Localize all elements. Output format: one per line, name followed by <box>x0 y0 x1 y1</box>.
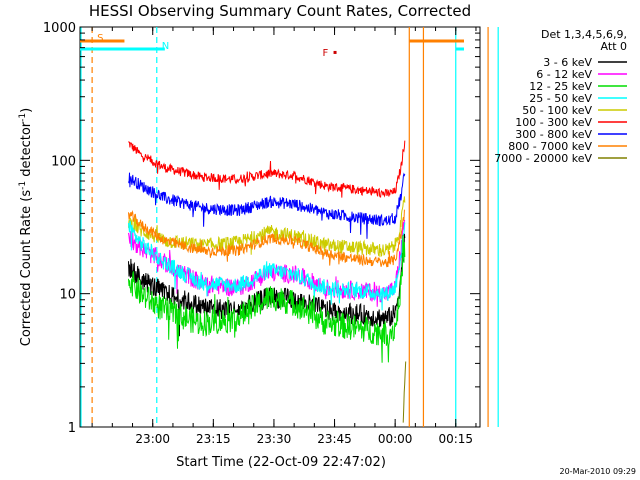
series-line-100-300-kev <box>128 140 406 198</box>
x-tick-label: 23:15 <box>196 432 231 446</box>
chart-title: HESSI Observing Summary Count Rates, Cor… <box>89 2 471 20</box>
x-tick-label: 00:00 <box>378 432 413 446</box>
plot-frame <box>79 26 481 428</box>
y-axis-label-exp2: -1 <box>18 113 28 122</box>
series-line-3-6-kev <box>128 233 406 337</box>
y-tick-label: 10 <box>59 288 76 303</box>
y-tick-label: 1000 <box>43 21 76 36</box>
legend-entry-label: 3 - 6 keV <box>543 56 592 69</box>
legend-header-2: Att 0 <box>601 40 627 53</box>
x-tick-label: 00:15 <box>438 432 473 446</box>
flare-marker-dot <box>333 50 337 54</box>
series-line-12-25-kev <box>128 234 406 363</box>
s-marker-label: S <box>97 33 103 44</box>
legend-entry-label: 50 - 100 keV <box>522 104 592 117</box>
x-axis-label: Start Time (22-Oct-09 22:47:02) <box>176 455 386 470</box>
y-axis-label-exp1: -1 <box>18 181 28 190</box>
plot-area: S N F 23:00 23:15 23:30 23:45 00:00 00:15 1 10 10… <box>43 21 499 446</box>
y-axis-label: Corrected Count Rate (s-1 detector-1) <box>18 108 34 346</box>
x-tick-label: 23:00 <box>135 432 170 446</box>
x-tick-label: 23:30 <box>257 432 292 446</box>
series-line-25-50-kev <box>128 220 406 311</box>
legend-entry-label: 25 - 50 keV <box>529 92 592 105</box>
legend-entry-label: 800 - 7000 keV <box>508 140 592 153</box>
x-tick-label: 23:45 <box>317 432 352 446</box>
series-line-300-800-kev <box>128 172 406 239</box>
y-axis-label-mid: detector <box>19 121 34 181</box>
flare-marker-label: F <box>323 48 329 59</box>
series-line-800-7000-kev <box>128 208 406 268</box>
series-line-50-100-kev <box>128 196 406 258</box>
legend-entry-label: 300 - 800 keV <box>515 128 592 141</box>
y-tick-label: 100 <box>51 154 76 169</box>
legend-entry-label: 100 - 300 keV <box>515 116 592 129</box>
legend-entry-label: 12 - 25 keV <box>529 80 592 93</box>
legend-entry-label: 6 - 12 keV <box>536 68 592 81</box>
series-line-7000-20000-kev <box>402 361 407 423</box>
footer-timestamp: 20-Mar-2010 09:29 <box>560 467 637 476</box>
y-axis-label-close: ) <box>19 108 34 113</box>
n-marker-label: N <box>162 41 169 52</box>
legend-header-1: Det 1,3,4,5,6,9, <box>541 28 627 41</box>
legend-entry-label: 7000 - 20000 keV <box>494 152 592 165</box>
y-tick-label: 1 <box>68 421 76 436</box>
y-axis-label-main: Corrected Count Rate (s <box>19 190 34 347</box>
